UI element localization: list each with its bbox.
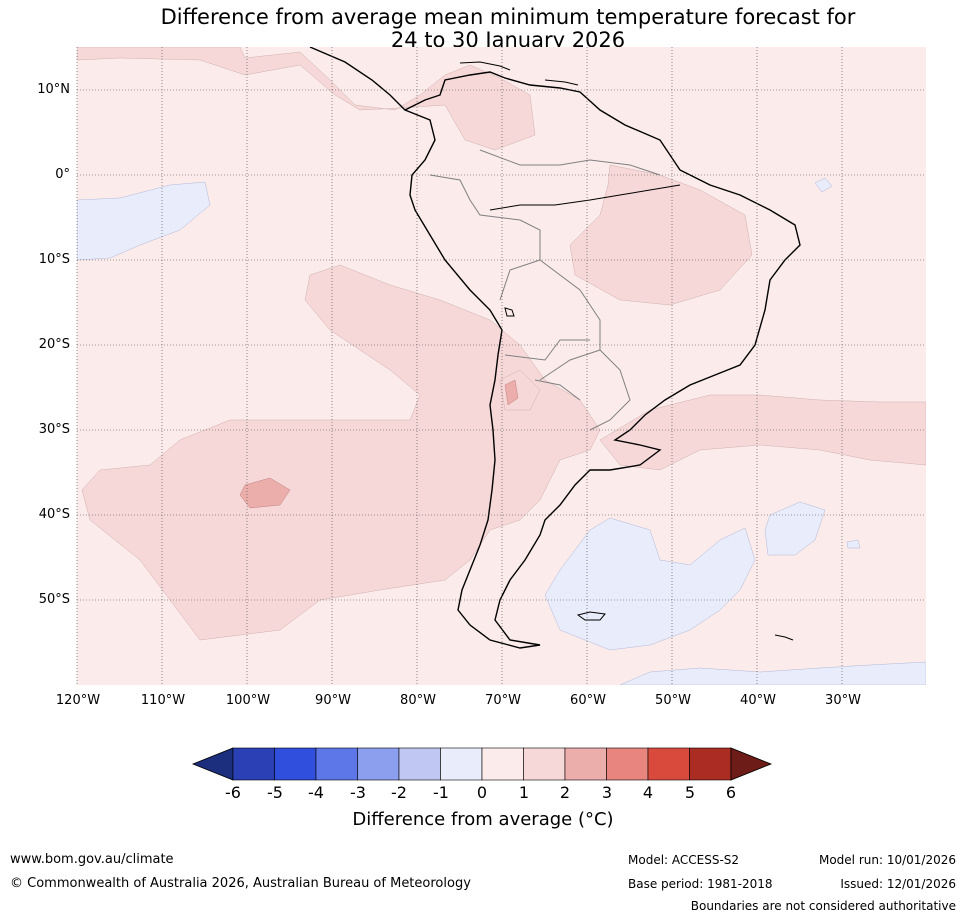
anomaly-region-neg1-0-small (814, 177, 833, 193)
colorbar-tick-0: 0 (476, 783, 488, 802)
colorbar-tick-4: 4 (642, 783, 654, 802)
colorbar-tick-5: 5 (684, 783, 696, 802)
colorbar-segment (357, 747, 400, 781)
colorbar-segment (523, 747, 566, 781)
colorbar-segment (232, 747, 275, 781)
lon-label-50w: 50°W (655, 693, 691, 708)
colorbar-tick-neg5: -5 (267, 783, 283, 802)
anomaly-region-neg1-0-small-2 (846, 539, 861, 549)
anomaly-region-neg1-0-equatorial-pacific (77, 181, 211, 261)
colorbar-tick-neg2: -2 (391, 783, 407, 802)
lat-label-20s: 20°S (38, 337, 70, 352)
south-america-coastline (309, 47, 801, 649)
anomaly-region-1-2-brazil (569, 164, 753, 306)
colorbar-segment (564, 747, 607, 781)
lon-label-120w: 120°W (55, 693, 101, 708)
anomaly-region-2-3-pacific (239, 477, 291, 509)
lon-label-90w: 90°W (315, 693, 351, 708)
lon-label-60w: 60°W (570, 693, 606, 708)
caribbean-islands (459, 61, 579, 86)
colorbar-segment (481, 747, 524, 781)
colorbar-segment (315, 747, 358, 781)
colorbar-segment (274, 747, 317, 781)
lon-label-30w: 30°W (825, 693, 861, 708)
colorbar-tick-neg1: -1 (433, 783, 449, 802)
lon-label-110w: 110°W (140, 693, 186, 708)
lon-label-100w: 100°W (225, 693, 271, 708)
footer-website: www.bom.gov.au/climate (10, 852, 174, 867)
colorbar-arrow-high (730, 747, 773, 781)
colorbar-segment (606, 747, 649, 781)
lat-label-50s: 50°S (38, 592, 70, 607)
lon-label-40w: 40°W (740, 693, 776, 708)
anomaly-region-2-3-andes (504, 379, 519, 406)
lat-label-40s: 40°S (38, 507, 70, 522)
anomaly-region-neg1-0-south-edge (619, 661, 926, 685)
colorbar-tick-2: 2 (559, 783, 571, 802)
colorbar-tick-6: 6 (725, 783, 737, 802)
footer-model: Model: ACCESS-S2 (628, 853, 740, 867)
footer-disclaimer: Boundaries are not considered authoritat… (690, 899, 956, 913)
footer-copyright: © Commonwealth of Australia 2026, Austra… (10, 876, 471, 891)
colorbar-segment (689, 747, 732, 781)
lake-titicaca (504, 307, 515, 317)
colorbar-tick-3: 3 (601, 783, 613, 802)
lat-label-10n: 10°N (37, 82, 70, 97)
colorbar-tick-neg6: -6 (225, 783, 241, 802)
lat-label-30s: 30°S (38, 422, 70, 437)
falkland-islands (576, 611, 606, 621)
lat-label-0: 0° (55, 167, 70, 182)
colorbar (191, 747, 773, 781)
colorbar-segment (647, 747, 690, 781)
colorbar-segment (440, 747, 483, 781)
anomaly-region-1-2-caribbean (77, 47, 536, 151)
anomaly-region-1-2-atlantic (599, 394, 926, 471)
footer-base-period: Base period: 1981-2018 (628, 877, 773, 891)
footer-model-run: Model run: 10/01/2026 (818, 853, 956, 867)
colorbar-segment (398, 747, 441, 781)
map-title-line1: Difference from average mean minimum tem… (160, 5, 856, 29)
lon-label-80w: 80°W (400, 693, 436, 708)
colorbar-tick-neg4: -4 (308, 783, 324, 802)
colorbar-tick-neg3: -3 (350, 783, 366, 802)
south-georgia (774, 634, 794, 641)
amazon-river (489, 184, 681, 211)
country-borders (429, 149, 661, 431)
footer-issued: Issued: 12/01/2026 (840, 877, 956, 891)
lon-label-70w: 70°W (485, 693, 521, 708)
colorbar-label: Difference from average (°C) (352, 809, 614, 830)
colorbar-arrow-low (191, 747, 234, 781)
anomaly-region-neg1-0-south-atlantic (544, 517, 756, 651)
lat-label-10s: 10°S (38, 252, 70, 267)
colorbar-tick-1: 1 (518, 783, 530, 802)
graticule (76, 47, 926, 685)
map-title-line2: 24 to 30 January 2026 (390, 28, 626, 52)
